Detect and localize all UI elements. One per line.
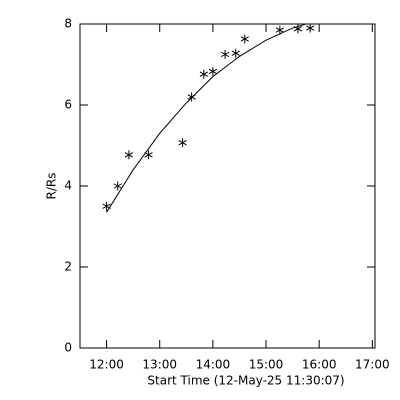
data-point [199,69,208,79]
asterisk-stroke [113,183,122,189]
asterisk-stroke [231,50,240,56]
data-point [113,181,122,191]
y-tick-label: 2 [64,260,72,274]
data-point [178,138,187,148]
asterisk-stroke [144,152,153,158]
x-tick-label: 17:00 [355,358,390,372]
data-point [275,25,285,35]
x-tick-label: 13:00 [142,358,177,372]
y-tick-label: 4 [64,179,72,193]
data-point [144,150,153,160]
data-point [124,150,134,160]
asterisk-stroke [199,71,208,77]
data-point [208,66,218,76]
plot-frame [79,23,376,349]
asterisk-stroke [240,36,249,42]
data-point [306,23,315,33]
x-axis-label: Start Time (12-May-25 11:30:07) [147,374,344,388]
y-tick-label: 0 [64,341,72,355]
asterisk-stroke [220,51,230,58]
x-tick-label: 14:00 [196,358,231,372]
asterisk-stroke [178,139,187,146]
asterisk-stroke [102,203,111,209]
data-point [220,49,230,59]
x-tick-label: 16:00 [302,358,337,372]
fit-line [106,24,307,213]
data-point [240,34,249,44]
asterisk-stroke [306,25,315,31]
y-axis-label: R/Rs [45,173,59,200]
x-tick-label: 15:00 [249,358,284,372]
y-tick-label: 6 [64,98,72,112]
asterisk-stroke [124,152,134,158]
asterisk-stroke [275,27,285,33]
data-point [102,201,111,211]
asterisk-stroke [293,26,303,32]
x-tick-label: 12:00 [89,358,124,372]
y-tick-label: 8 [64,17,72,31]
data-point [231,48,240,58]
asterisk-stroke [208,68,218,75]
